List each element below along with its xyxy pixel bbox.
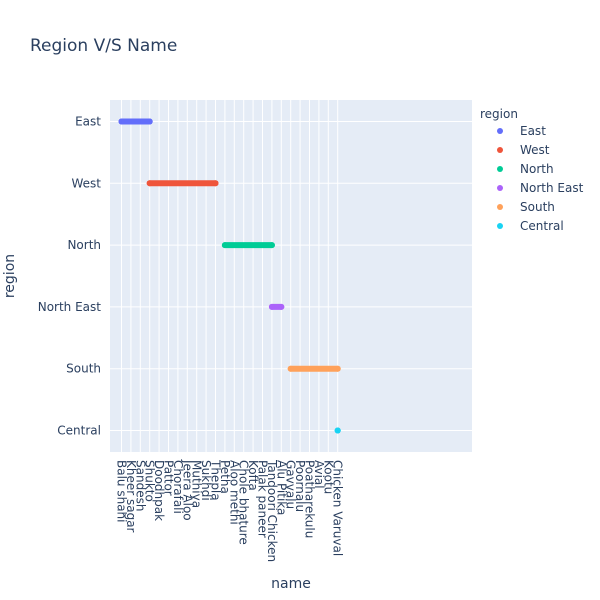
y-tick-label: South (66, 362, 101, 376)
x-tick-label: Aloo methi (227, 460, 241, 525)
legend-marker (497, 223, 503, 229)
legend-marker (497, 128, 503, 134)
legend-marker (497, 204, 503, 210)
legend-entry: East (520, 124, 546, 138)
x-tick-label: Sukhdi (199, 460, 213, 501)
x-tick-label: Gavvalu (284, 460, 298, 509)
x-tick-label: Alu Pitika (274, 460, 288, 515)
x-tick-label: Balu shahi (115, 460, 129, 523)
data-point (278, 303, 285, 310)
x-tick-label: Avial (312, 460, 326, 489)
grid-lines (110, 100, 472, 452)
data-point (118, 118, 125, 125)
x-tick-label: Jeera Aloo (180, 459, 194, 521)
legend-marker (497, 166, 503, 172)
x-tick-label: Kheer sagar (124, 460, 138, 533)
x-tick-label: Pattor (162, 460, 176, 496)
y-tick-labels: East West North North East South Central (38, 115, 102, 438)
y-tick-label: Central (57, 424, 101, 438)
x-tick-label: Sandesh (133, 460, 147, 511)
x-tick-label: Muthiya (190, 460, 204, 508)
data-point (212, 180, 219, 187)
x-tick-label: Poornalu (293, 460, 307, 512)
x-tick-label: Shukto (143, 460, 157, 502)
x-tick-label: Doodhpak (152, 460, 166, 521)
data-point (146, 180, 153, 187)
legend-marker (497, 185, 503, 191)
data-point (268, 242, 275, 249)
legend-title: region (480, 107, 518, 121)
y-tick-label: East (75, 115, 101, 129)
y-tick-label: North (67, 238, 101, 252)
data-point (334, 427, 341, 434)
data-point (334, 365, 341, 372)
data-point (146, 118, 153, 125)
x-axis-title: name (271, 576, 311, 592)
x-tick-label: Thepla (209, 459, 223, 501)
x-tick-label: Poatharekulu (303, 460, 317, 538)
x-tick-label: Chorafali (171, 460, 185, 514)
legend-entry: West (520, 143, 550, 157)
y-axis-title: region (2, 254, 18, 298)
legend-entry: North (520, 162, 554, 176)
legend-entry: Central (520, 219, 564, 233)
legend-entry: North East (520, 181, 584, 195)
legend-entry: South (520, 200, 555, 214)
x-tick-label: Kofta (246, 460, 260, 491)
x-tick-label: Petha (218, 460, 232, 494)
y-tick-label: West (71, 176, 101, 190)
chart-title: Region V/S Name (30, 36, 177, 56)
x-tick-label: Palak paneer (256, 460, 270, 538)
x-tick-label: Kootu (321, 460, 335, 494)
x-tick-label: Tandoori Chicken (265, 459, 279, 562)
data-marks (118, 118, 341, 434)
data-point (221, 242, 228, 249)
x-tick-label: Chole bhature (237, 460, 251, 545)
x-tick-label: Chicken Varuval (331, 460, 345, 556)
data-point (287, 365, 294, 372)
legend-marker (497, 147, 503, 153)
legend: region East West North North East South Centr… (480, 107, 584, 233)
y-tick-label: North East (38, 300, 102, 314)
data-point (268, 303, 275, 310)
